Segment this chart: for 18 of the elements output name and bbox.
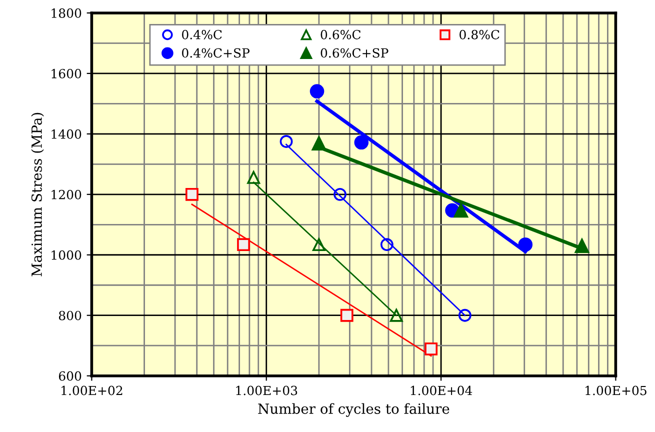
y-tick-label: 800 [58,310,82,320]
y-tick-label: 1600 [52,68,82,78]
legend-label: 0.4%C [182,30,222,40]
x-tick-label: 1.00E+03 [236,386,298,396]
legend-label: 0.6%C+SP [320,48,388,58]
y-tick-label: 1800 [52,8,82,18]
y-tick-label: 1200 [52,190,82,200]
legend-label: 0.8%C [460,30,500,40]
y-axis-title: Maximum Stress (MPa) [31,112,44,276]
y-tick-label: 600 [58,371,82,381]
x-axis-title: Number of cycles to failure [258,403,450,417]
y-tick-label: 1000 [52,250,82,260]
y-tick-label: 1400 [52,129,82,139]
legend-label: 0.4%C+SP [182,48,250,58]
x-tick-label: 1.00E+02 [62,386,122,396]
legend-label: 0.6%C [320,30,361,40]
x-tick-label: 1.00E+04 [410,386,472,396]
x-tick-label: 1.00E+05 [586,386,646,396]
